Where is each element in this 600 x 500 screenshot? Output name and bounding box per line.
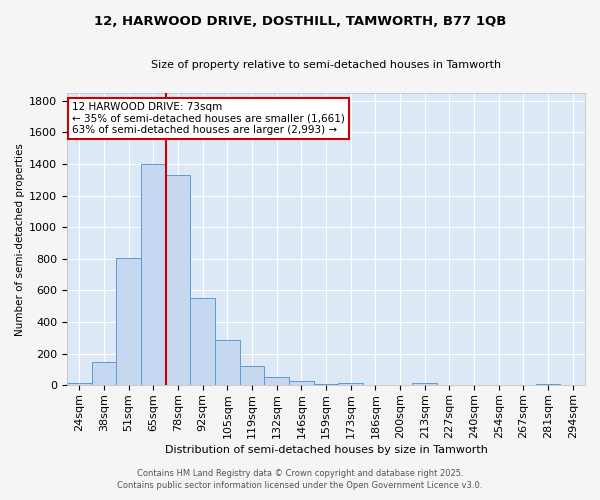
Text: 12 HARWOOD DRIVE: 73sqm
← 35% of semi-detached houses are smaller (1,661)
63% of: 12 HARWOOD DRIVE: 73sqm ← 35% of semi-de… [72, 102, 345, 135]
Bar [190, 298, 215, 386]
Bar [92, 362, 116, 386]
Bar [141, 164, 166, 386]
Bar [215, 340, 239, 386]
Bar [265, 378, 289, 386]
X-axis label: Distribution of semi-detached houses by size in Tamworth: Distribution of semi-detached houses by … [164, 445, 487, 455]
Bar [289, 380, 314, 386]
Bar [67, 383, 92, 386]
Title: Size of property relative to semi-detached houses in Tamworth: Size of property relative to semi-detach… [151, 60, 501, 70]
Y-axis label: Number of semi-detached properties: Number of semi-detached properties [15, 142, 25, 336]
Bar [239, 366, 265, 386]
Text: 12, HARWOOD DRIVE, DOSTHILL, TAMWORTH, B77 1QB: 12, HARWOOD DRIVE, DOSTHILL, TAMWORTH, B… [94, 15, 506, 28]
Bar [412, 384, 437, 386]
Bar [116, 258, 141, 386]
Bar [536, 384, 560, 386]
Bar [338, 383, 363, 386]
Bar [166, 175, 190, 386]
Bar [314, 384, 338, 386]
Text: Contains HM Land Registry data © Crown copyright and database right 2025.
Contai: Contains HM Land Registry data © Crown c… [118, 469, 482, 490]
